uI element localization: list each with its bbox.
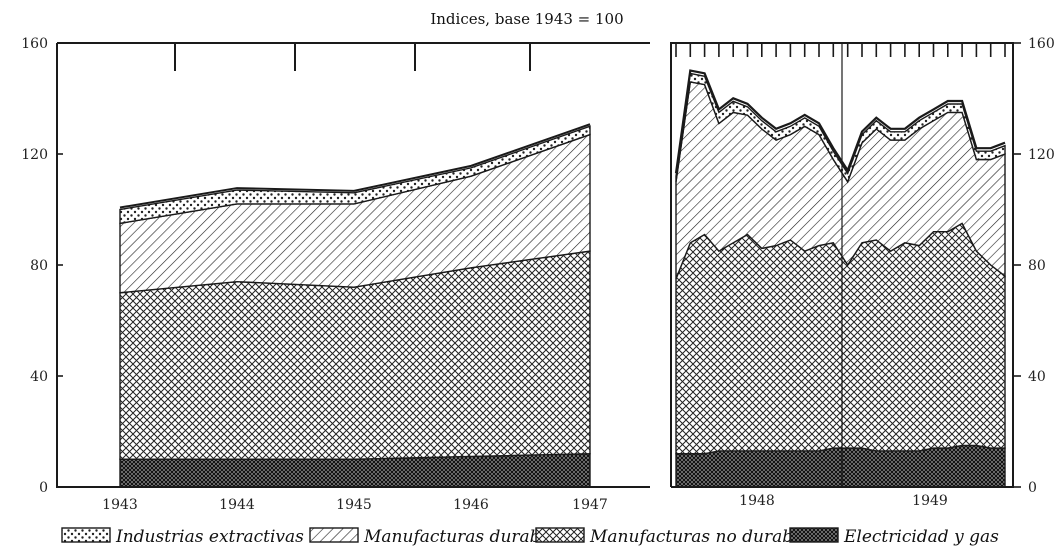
panel-monthly: 1948 1949 — [670, 42, 1014, 509]
legend-swatch — [61, 527, 111, 543]
x-tick-label: 1948 — [739, 493, 775, 509]
y-tick-label: 0 — [1028, 480, 1037, 496]
legend-swatch — [789, 527, 839, 543]
y-tick-label: 40 — [1028, 369, 1046, 385]
x-tick-label: 1945 — [336, 497, 372, 513]
annual-total-line — [119, 123, 591, 209]
legend-swatch — [535, 527, 585, 543]
area-monthly-electricidad-y-gas — [675, 444, 1006, 488]
chart-title: Indices, base 1943 = 100 — [430, 10, 623, 28]
area-monthly-manufacturas-no-durables — [675, 222, 1006, 455]
legend-label: Manufacturas no durables — [589, 527, 818, 547]
y-tick-label: 120 — [21, 147, 48, 163]
y-axis-right: 0 40 80 120 160 — [1013, 36, 1055, 496]
legend-label: Manufacturas durables — [363, 527, 565, 547]
legend-swatch — [309, 527, 359, 543]
panel-annual: 1943 1944 1945 1946 1947 — [56, 42, 650, 513]
y-tick-label: 40 — [30, 369, 48, 385]
area-monthly-industrias-extractivas — [675, 72, 1006, 184]
y-axis-left: 0 40 80 120 160 — [21, 36, 63, 496]
area-annual-industrias-extractivas — [119, 125, 591, 225]
y-tick-label: 160 — [21, 36, 48, 52]
y-tick-label: 160 — [1028, 36, 1055, 52]
x-tick-label: 1949 — [912, 493, 948, 509]
y-tick-label: 80 — [30, 258, 48, 274]
x-tick-label: 1946 — [453, 497, 489, 513]
x-tick-label: 1943 — [102, 497, 138, 513]
x-tick-label: 1947 — [572, 497, 608, 513]
y-tick-label: 80 — [1028, 258, 1046, 274]
x-tick-label: 1944 — [219, 497, 255, 513]
monthly-total-line — [674, 69, 1006, 174]
y-tick-label: 120 — [1028, 147, 1055, 163]
legend: Industrias extractivas Manufacturas durab… — [61, 527, 999, 547]
legend-label: Industrias extractivas — [115, 527, 304, 547]
legend-label: Electricidad y gas — [843, 527, 999, 547]
y-tick-label: 0 — [39, 480, 48, 496]
